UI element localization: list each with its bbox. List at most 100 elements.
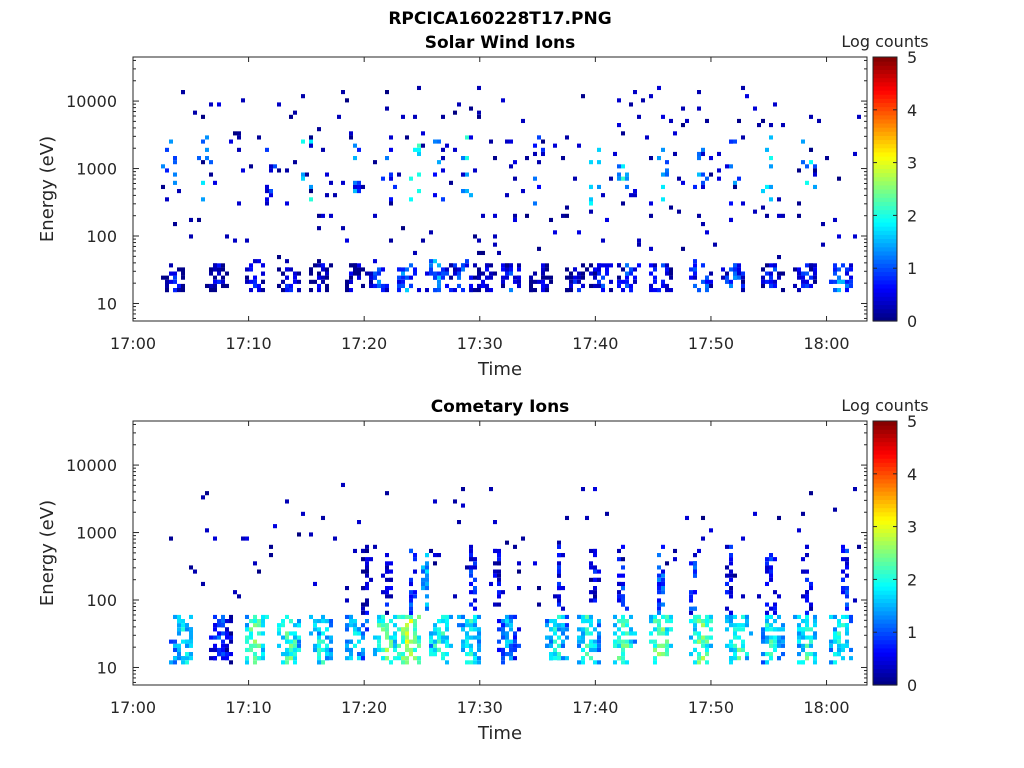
- heatmap-cell: [533, 151, 537, 157]
- heatmap-cell: [217, 619, 221, 624]
- heatmap-cell: [733, 184, 737, 190]
- heatmap-cell: [593, 594, 597, 599]
- heatmap-cell: [293, 639, 297, 644]
- heatmap-cell: [425, 594, 429, 599]
- heatmap-cell: [545, 275, 549, 280]
- panel-title-solar-wind: Solar Wind Ions: [425, 33, 576, 53]
- heatmap-cell: [493, 242, 497, 247]
- heatmap-cell: [561, 656, 565, 661]
- heatmap-cell: [249, 288, 253, 293]
- heatmap-cell: [729, 561, 733, 566]
- heatmap-cell: [245, 647, 249, 653]
- colorbar-segment: [873, 213, 897, 219]
- heatmap-cell: [285, 259, 289, 264]
- y-axis-label-cometary: Energy (eV): [37, 500, 58, 606]
- heatmap-cell: [485, 263, 489, 268]
- heatmap-cell: [661, 283, 665, 289]
- heatmap-cell: [565, 515, 569, 521]
- heatmap-cell: [657, 85, 661, 91]
- heatmap-cell: [633, 279, 637, 284]
- heatmap-cell: [205, 283, 209, 289]
- heatmap-cell: [621, 647, 625, 653]
- heatmap-cell: [365, 598, 369, 603]
- heatmap-cell: [313, 619, 317, 624]
- colorbar-segment: [873, 217, 897, 223]
- heatmap-cell: [277, 102, 281, 107]
- heatmap-cell: [325, 172, 329, 177]
- heatmap-cell: [349, 623, 353, 628]
- heatmap-cell: [357, 271, 361, 276]
- heatmap-cell: [373, 647, 377, 653]
- heatmap-cell: [489, 581, 493, 587]
- heatmap-cell: [597, 267, 601, 272]
- heatmap-cell: [285, 201, 289, 206]
- heatmap-cell: [589, 639, 593, 644]
- heatmap-cell: [245, 275, 249, 280]
- heatmap-cell: [385, 627, 389, 632]
- heatmap-cell: [469, 619, 473, 624]
- heatmap-cell: [769, 263, 773, 268]
- heatmap-cell: [213, 623, 217, 628]
- heatmap-cell: [693, 631, 697, 636]
- heatmap-cell: [309, 184, 313, 190]
- heatmap-cell: [629, 639, 633, 644]
- colorbar-segment: [873, 573, 897, 579]
- heatmap-cell: [249, 631, 253, 636]
- heatmap-cell: [265, 189, 269, 194]
- heatmap-cell: [533, 176, 537, 181]
- heatmap-cell: [609, 288, 613, 293]
- heatmap-cell: [325, 635, 329, 640]
- heatmap-cell: [625, 606, 629, 611]
- heatmap-cell: [733, 267, 737, 272]
- heatmap-cell: [841, 586, 845, 591]
- heatmap-cell: [665, 619, 669, 624]
- colorbar-segment: [873, 458, 897, 463]
- heatmap-cell: [441, 275, 445, 280]
- heatmap-cell: [561, 606, 565, 611]
- heatmap-cell: [729, 544, 733, 549]
- heatmap-cell: [425, 553, 429, 558]
- heatmap-cell: [769, 275, 773, 280]
- heatmap-cell: [649, 263, 653, 268]
- heatmap-cell: [661, 172, 665, 177]
- heatmap-cell: [809, 263, 813, 268]
- heatmap-cell: [801, 619, 805, 624]
- heatmap-cell: [165, 147, 169, 152]
- colorbar-segment: [873, 308, 897, 314]
- heatmap-cell: [425, 561, 429, 566]
- heatmap-cell: [657, 581, 661, 587]
- heatmap-cell: [621, 544, 625, 549]
- heatmap-cell: [365, 581, 369, 587]
- heatmap-cell: [481, 283, 485, 289]
- heatmap-cell: [577, 271, 581, 276]
- heatmap-cell: [733, 631, 737, 636]
- heatmap-cell: [469, 283, 473, 289]
- heatmap-cell: [429, 639, 433, 644]
- heatmap-cell: [173, 660, 177, 665]
- heatmap-cell: [589, 209, 593, 214]
- heatmap-cell: [781, 643, 785, 648]
- heatmap-cell: [729, 283, 733, 289]
- heatmap-cell: [357, 639, 361, 644]
- heatmap-cell: [469, 590, 473, 595]
- heatmap-cell: [317, 288, 321, 293]
- heatmap-cell: [365, 557, 369, 562]
- heatmap-cell: [689, 267, 693, 272]
- heatmap-cell: [417, 639, 421, 644]
- colorbar-tick-label: 5: [907, 412, 917, 431]
- heatmap-cell: [381, 573, 385, 578]
- heatmap-cell: [301, 172, 305, 177]
- heatmap-cell: [557, 602, 561, 607]
- heatmap-cell: [765, 263, 769, 268]
- heatmap-cell: [201, 139, 205, 144]
- heatmap-cell: [309, 631, 313, 636]
- heatmap-cell: [557, 569, 561, 574]
- heatmap-cell: [529, 279, 533, 284]
- heatmap-cell: [169, 271, 173, 276]
- heatmap-cell: [321, 619, 325, 624]
- heatmap-cell: [545, 283, 549, 289]
- heatmap-cell: [769, 156, 773, 161]
- colorbar-segment: [873, 544, 897, 550]
- colorbar-segment: [873, 263, 897, 268]
- heatmap-cell: [445, 643, 449, 648]
